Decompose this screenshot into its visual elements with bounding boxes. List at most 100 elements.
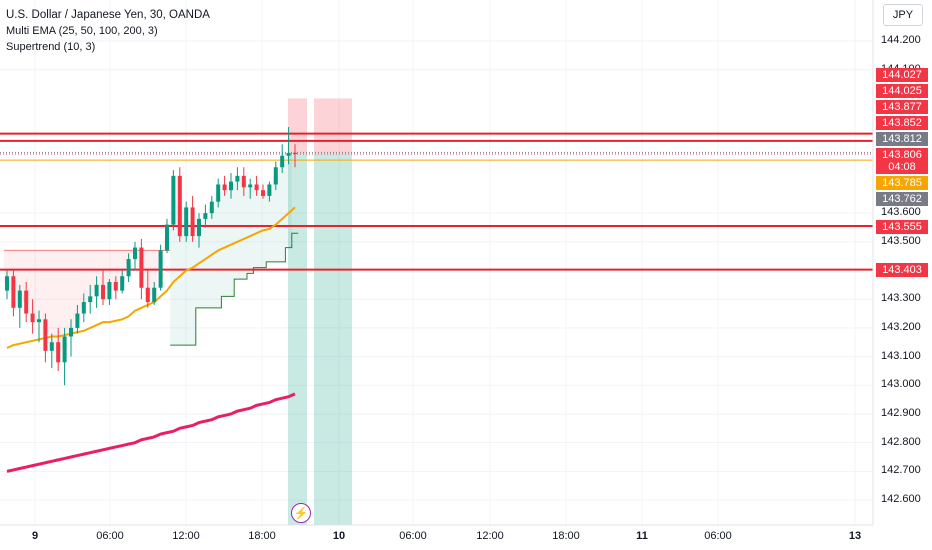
candle-body bbox=[216, 184, 221, 202]
price-label: 144.027 bbox=[876, 68, 928, 82]
indicator-supertrend[interactable]: Supertrend (10, 3) bbox=[6, 41, 96, 53]
candle-body bbox=[184, 207, 189, 237]
supertrend-fill-segment bbox=[87, 250, 94, 300]
price-tick: 142.800 bbox=[881, 435, 921, 448]
candle-body bbox=[152, 287, 157, 303]
candle-body bbox=[293, 152, 297, 155]
supertrend-fill-segment bbox=[227, 185, 235, 297]
supertrend-fill-segment bbox=[80, 250, 87, 308]
candlesticks bbox=[5, 127, 297, 386]
supertrend-fill-segment bbox=[195, 227, 203, 308]
price-label: 143.403 bbox=[876, 263, 928, 277]
supertrend-fill-segment bbox=[247, 185, 254, 274]
price-label: 143.852 bbox=[876, 116, 928, 130]
candle-body bbox=[94, 284, 99, 297]
lightning-icon[interactable]: ⚡ bbox=[291, 503, 311, 523]
supertrend-fill-segment bbox=[170, 200, 177, 346]
price-tick: 143.500 bbox=[881, 234, 921, 247]
currency-button[interactable]: JPY bbox=[883, 4, 923, 26]
symbol-title[interactable]: U.S. Dollar / Japanese Yen, 30, OANDA bbox=[6, 9, 210, 21]
supertrend-fill-segment bbox=[16, 250, 23, 300]
candle-body bbox=[235, 175, 240, 182]
candle-body bbox=[241, 175, 246, 188]
candle-body bbox=[88, 296, 93, 303]
supertrend-fill-segment bbox=[208, 207, 215, 308]
candle-body bbox=[190, 207, 195, 237]
candle-body bbox=[133, 247, 137, 260]
candle-body bbox=[197, 218, 201, 237]
ema-orange-line bbox=[6, 206, 296, 349]
candle-body bbox=[229, 181, 233, 191]
candle-body bbox=[139, 247, 144, 288]
supertrend-fill-segment bbox=[253, 187, 260, 268]
take-profit-zone bbox=[314, 154, 352, 525]
supertrend-fill-segment bbox=[67, 250, 75, 333]
candle-body bbox=[280, 155, 285, 168]
chart-grid bbox=[0, 0, 873, 525]
price-tick: 142.600 bbox=[881, 493, 921, 506]
indicator-multi-ema[interactable]: Multi EMA (25, 50, 100, 200, 3) bbox=[6, 25, 158, 37]
price-label: 143.806 bbox=[876, 148, 928, 162]
supertrend-segment bbox=[170, 232, 299, 346]
time-tick: 13 bbox=[848, 530, 862, 542]
candle-body bbox=[62, 336, 67, 363]
ema-red-line bbox=[6, 392, 296, 473]
price-label: 143.555 bbox=[876, 220, 928, 234]
candle-body bbox=[120, 276, 125, 291]
stop-loss-zone bbox=[314, 98, 352, 155]
supertrend-fill-segment bbox=[3, 250, 11, 284]
supertrend-fill-segment bbox=[221, 187, 228, 297]
candle-body bbox=[165, 224, 169, 251]
price-tick: 142.900 bbox=[881, 406, 921, 419]
candle-body bbox=[49, 342, 54, 351]
ema-lines bbox=[6, 206, 296, 473]
chart-legend[interactable]: U.S. Dollar / Japanese Yen, 30, OANDA Mu… bbox=[6, 7, 210, 55]
price-label: 04:08 bbox=[876, 160, 928, 174]
candle-body bbox=[171, 175, 176, 225]
supertrend-fill-segment bbox=[35, 250, 43, 321]
price-tick: 143.000 bbox=[881, 378, 921, 391]
price-label: 143.785 bbox=[876, 176, 928, 190]
price-tick: 143.600 bbox=[881, 206, 921, 219]
price-tick: 143.200 bbox=[881, 320, 921, 333]
candle-body bbox=[30, 313, 35, 323]
horizontal-levels bbox=[0, 132, 873, 271]
candle-body bbox=[254, 184, 259, 191]
supertrend-fill-segment bbox=[151, 250, 158, 295]
supertrend-fill-segment bbox=[272, 175, 279, 262]
price-tick: 143.100 bbox=[881, 349, 921, 362]
supertrend-fill-segment bbox=[202, 216, 209, 308]
stop-loss-zone bbox=[288, 98, 307, 155]
supertrend-fill-segment bbox=[279, 161, 286, 262]
time-tick: 18:00 bbox=[552, 530, 580, 542]
candle-body bbox=[101, 284, 105, 300]
candle-body bbox=[261, 190, 265, 196]
take-profit-zone bbox=[288, 154, 307, 525]
candle-body bbox=[43, 319, 48, 351]
candle-body bbox=[11, 276, 16, 308]
time-tick: 06:00 bbox=[96, 530, 124, 542]
candle-body bbox=[17, 290, 22, 308]
supertrend-fill-segment bbox=[55, 250, 62, 353]
price-label: 143.877 bbox=[876, 100, 928, 114]
candle-body bbox=[69, 327, 73, 337]
candle-body bbox=[203, 213, 208, 219]
price-tick: 143.300 bbox=[881, 292, 921, 305]
time-tick: 12:00 bbox=[476, 530, 504, 542]
candle-body bbox=[126, 259, 131, 277]
supertrend-fill-segment bbox=[189, 221, 196, 346]
time-tick: 12:00 bbox=[172, 530, 200, 542]
candle-body bbox=[222, 184, 227, 191]
time-tick: 9 bbox=[31, 530, 39, 542]
supertrend-fill-segment bbox=[74, 250, 81, 321]
time-tick: 06:00 bbox=[704, 530, 732, 542]
supertrend-fill-segment bbox=[183, 221, 190, 346]
price-tick: 144.200 bbox=[881, 34, 921, 46]
candle-body bbox=[158, 250, 163, 288]
candle-body bbox=[56, 342, 61, 363]
candle-body bbox=[37, 319, 41, 323]
position-tool bbox=[288, 98, 352, 525]
candle-body bbox=[286, 152, 291, 156]
candle-body bbox=[177, 175, 182, 237]
